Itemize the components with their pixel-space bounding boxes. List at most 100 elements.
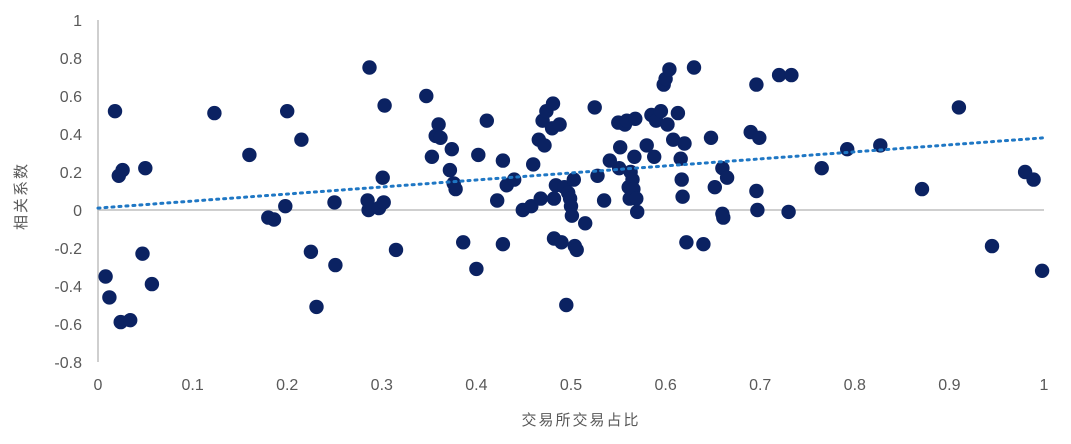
data-point (627, 149, 642, 164)
data-point (716, 210, 731, 225)
data-point (362, 60, 377, 75)
data-point (784, 67, 799, 83)
data-point (564, 208, 580, 223)
data-point (630, 204, 645, 220)
data-point (303, 244, 319, 259)
data-point (771, 67, 787, 83)
data-point (670, 105, 686, 121)
data-point (545, 96, 561, 111)
data-point (612, 161, 627, 176)
data-point (377, 98, 392, 113)
x-tick-label: 0.7 (749, 377, 771, 394)
data-point (814, 161, 829, 176)
x-tick-label: 0.4 (465, 377, 487, 394)
y-tick-label: -0.6 (54, 317, 82, 334)
data-point (419, 88, 434, 104)
y-tick-label: 0 (73, 203, 82, 220)
data-point (629, 191, 644, 206)
data-point (479, 113, 494, 128)
data-point (242, 147, 257, 163)
data-point (781, 204, 796, 220)
data-point (666, 132, 681, 147)
data-point (554, 235, 569, 250)
y-tick-label: -0.2 (54, 241, 82, 258)
data-point (613, 140, 628, 155)
y-tick-label: 0.4 (60, 127, 82, 144)
y-tick-label: 0.6 (60, 89, 82, 106)
data-point (596, 193, 612, 208)
data-point (294, 132, 309, 147)
data-point (495, 153, 511, 168)
data-point (280, 104, 295, 119)
data-point (707, 180, 722, 195)
y-axis-ticks: 1 0.8 0.6 0.4 0.2 0 -0.2 -0.4 -0.6 -0.8 (54, 13, 82, 372)
data-points (98, 60, 1050, 330)
data-point (375, 170, 390, 185)
data-point (749, 183, 764, 199)
y-tick-label: -0.8 (54, 355, 82, 372)
data-point (566, 172, 581, 187)
data-point (376, 195, 391, 210)
data-point (490, 193, 505, 208)
x-tick-label: 0.3 (371, 377, 393, 394)
data-point (135, 246, 150, 261)
y-tick-label: 1 (73, 13, 82, 30)
data-point (424, 149, 440, 164)
data-point (662, 62, 677, 77)
x-tick-label: 0.2 (276, 377, 298, 394)
data-point (266, 212, 282, 227)
x-tick-label: 0.9 (938, 377, 960, 394)
data-point (328, 257, 343, 273)
data-point (537, 138, 552, 153)
data-point (533, 191, 548, 206)
data-point (677, 136, 692, 151)
data-point (675, 189, 690, 204)
data-point (660, 117, 675, 132)
data-point (495, 237, 511, 252)
data-point (471, 147, 486, 163)
data-point (526, 157, 541, 172)
data-point (696, 237, 711, 252)
data-point (914, 181, 930, 197)
x-tick-label: 0.5 (560, 377, 582, 394)
data-point (115, 162, 130, 178)
trendline (96, 136, 1046, 210)
data-point (552, 117, 567, 132)
data-point (569, 242, 584, 258)
data-point (703, 130, 719, 145)
data-point (98, 269, 113, 284)
data-point (444, 142, 459, 157)
data-point (327, 195, 342, 210)
data-point (984, 238, 1000, 254)
data-point (144, 276, 160, 292)
data-point (653, 104, 669, 119)
data-point (1034, 263, 1050, 278)
data-point (1026, 172, 1041, 187)
data-point (951, 100, 967, 115)
data-point (309, 299, 324, 315)
data-point (628, 111, 643, 127)
data-point (107, 104, 123, 119)
data-point (207, 105, 222, 121)
data-point (469, 261, 484, 277)
data-point (431, 117, 446, 132)
x-tick-label: 0.8 (844, 377, 866, 394)
data-point (138, 161, 153, 176)
x-tick-label: 0.1 (181, 377, 203, 394)
data-point (123, 313, 138, 328)
data-point (278, 199, 293, 214)
data-point (750, 202, 765, 218)
data-point (840, 142, 855, 157)
y-tick-label: 0.2 (60, 165, 82, 182)
x-tick-label: 0 (94, 377, 103, 394)
x-axis-title: 交易所交易占比 (521, 411, 640, 429)
data-point (578, 216, 593, 231)
data-point (442, 162, 458, 178)
data-point (546, 191, 562, 206)
data-point (639, 138, 654, 153)
data-point (102, 290, 117, 305)
data-point (388, 242, 404, 258)
data-point (719, 170, 735, 185)
x-axis-ticks: 0 0.1 0.2 0.3 0.4 0.5 0.6 0.7 0.8 0.9 1 (94, 377, 1049, 394)
data-point (752, 130, 767, 145)
